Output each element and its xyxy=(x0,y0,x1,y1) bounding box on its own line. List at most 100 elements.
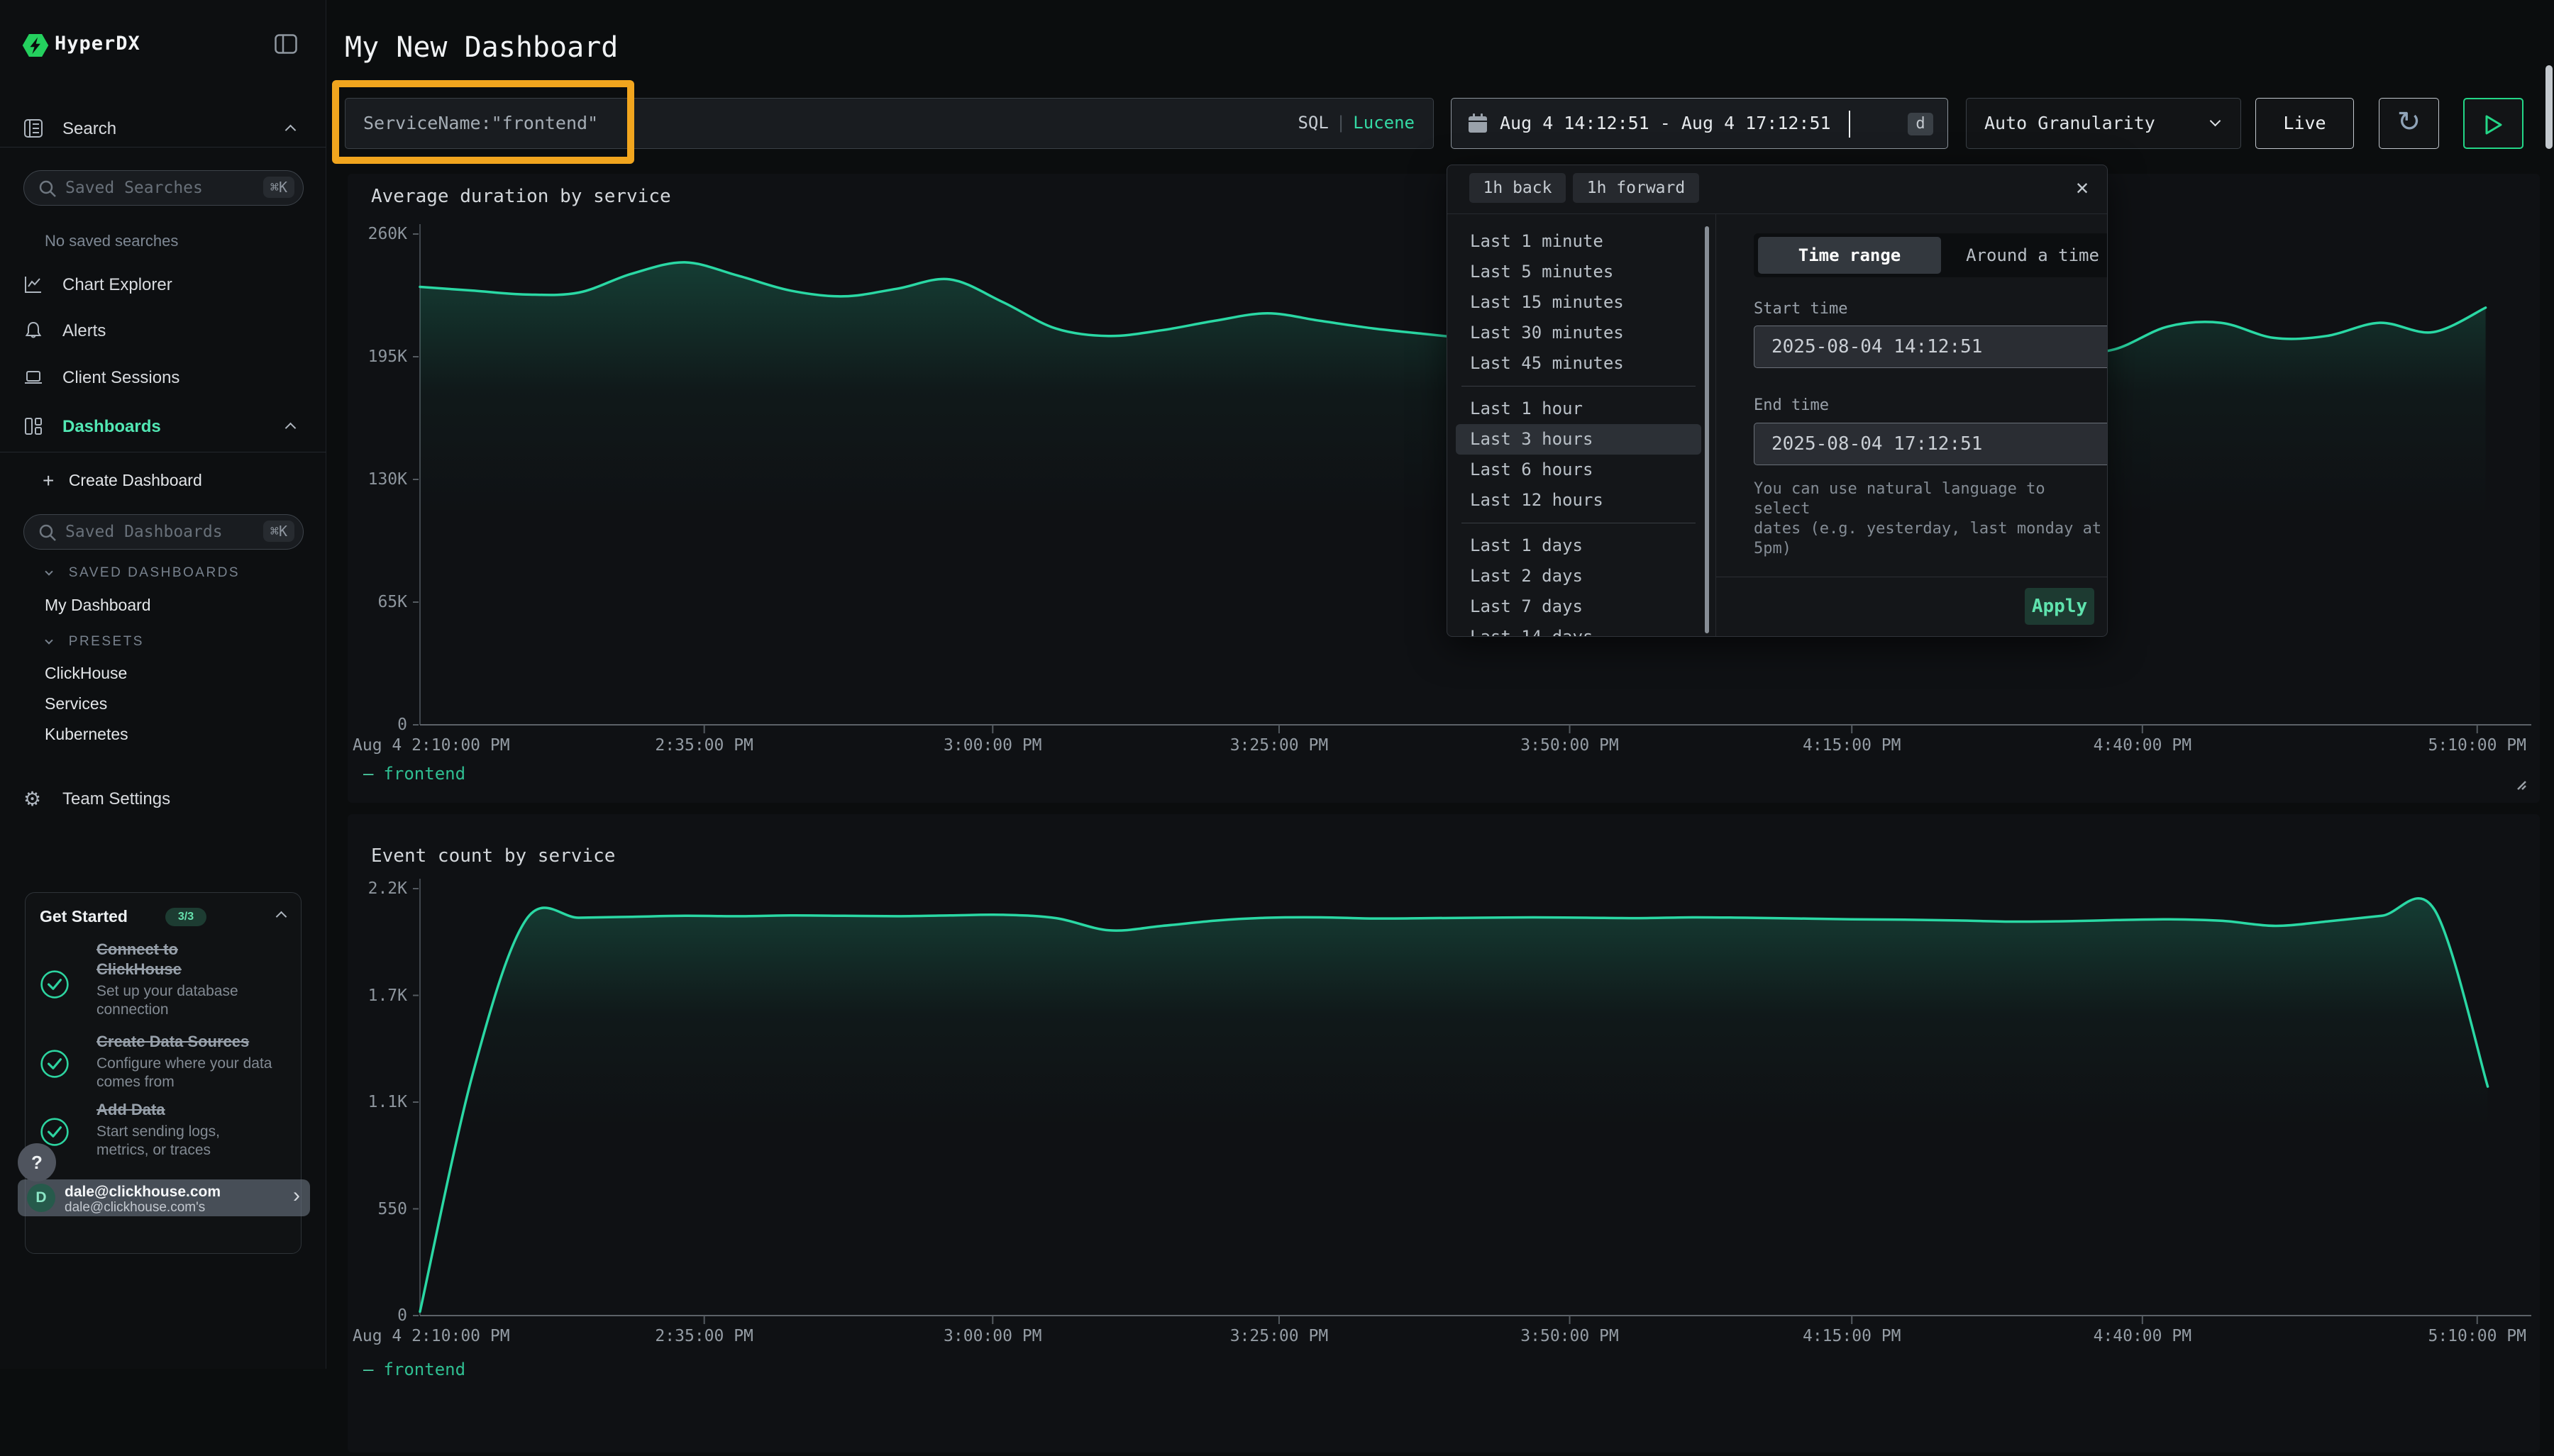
play-button[interactable] xyxy=(2463,98,2523,149)
quick-range-last-7-days[interactable]: Last 7 days xyxy=(1470,596,1583,616)
quick-range-last-2-days[interactable]: Last 2 days xyxy=(1470,566,1583,586)
quick-range-last-30-minutes[interactable]: Last 30 minutes xyxy=(1470,323,1624,343)
shortcut-badge: ⌘K xyxy=(262,177,294,198)
y-axis-tick-label: 65K xyxy=(377,593,407,611)
step-subtitle: Start sending logs, metrics, or traces xyxy=(96,1123,220,1158)
saved-dashboard-my-dashboard[interactable]: My Dashboard xyxy=(45,596,151,614)
chart-canvas xyxy=(413,879,2531,1324)
apply-button[interactable]: Apply xyxy=(2025,588,2094,625)
quick-range-last-3-hours[interactable]: Last 3 hours xyxy=(1456,424,1701,455)
filter-query-text: ServiceName:"frontend" xyxy=(363,113,599,133)
saved-dashboards-input[interactable]: Saved Dashboards ⌘K xyxy=(23,514,304,550)
chevron-up-icon[interactable] xyxy=(284,124,297,138)
sidebar-item-alerts[interactable]: Alerts xyxy=(0,316,326,347)
quick-range-last-5-minutes[interactable]: Last 5 minutes xyxy=(1470,262,1614,282)
play-icon xyxy=(2485,115,2502,135)
quick-range-last-45-minutes[interactable]: Last 45 minutes xyxy=(1470,353,1624,373)
shift-forward-button[interactable]: 1h forward xyxy=(1573,173,1699,203)
x-axis-tick-label: 2:35:00 PM xyxy=(655,736,753,755)
query-language-toggle[interactable]: SQL | Lucene xyxy=(1298,113,1415,133)
collapse-sidebar-icon[interactable] xyxy=(275,34,297,57)
preset-kubernetes[interactable]: Kubernetes xyxy=(45,725,128,743)
quick-range-last-12-hours[interactable]: Last 12 hours xyxy=(1470,490,1603,510)
x-axis-tick-label: 2:35:00 PM xyxy=(655,1327,753,1345)
presets-section-header[interactable]: PRESETS xyxy=(45,634,144,652)
series-line-frontend xyxy=(419,897,2489,1313)
app-root: HyperDX Search Saved Searches ⌘K No save… xyxy=(0,0,2553,1379)
time-range-input[interactable]: Aug 4 14:12:51 - Aug 4 17:12:51 d xyxy=(1451,98,1948,149)
sidebar-item-label: Dashboards xyxy=(62,417,161,436)
sidebar-item-label: Client Sessions xyxy=(62,368,180,387)
sidebar-item-label: Chart Explorer xyxy=(62,275,172,294)
y-axis-tick-label: 130K xyxy=(367,470,407,489)
sidebar-item-team-settings[interactable]: ⚙ Team Settings xyxy=(0,784,326,815)
bell-icon xyxy=(23,321,43,340)
chart-legend[interactable]: — frontend xyxy=(363,764,465,784)
quick-range-last-6-hours[interactable]: Last 6 hours xyxy=(1470,460,1593,479)
sidebar-item-label: Team Settings xyxy=(62,789,171,808)
list-scrollbar[interactable] xyxy=(1705,226,1709,633)
tab-time-range[interactable]: Time range xyxy=(1758,237,1941,274)
sidebar-item-label: Search xyxy=(62,119,117,138)
chart-panel-average-duration[interactable]: Average duration by service 0 65K 130K 195K… xyxy=(348,174,2540,803)
natural-language-hint: You can use natural language to select da… xyxy=(1754,479,2107,559)
end-time-field[interactable] xyxy=(1754,423,2107,465)
legend-label: frontend xyxy=(383,1360,466,1379)
preset-clickhouse[interactable]: ClickHouse xyxy=(45,664,128,682)
laptop-icon xyxy=(23,367,43,387)
quick-range-last-1-days[interactable]: Last 1 days xyxy=(1470,535,1583,555)
lucene-toggle[interactable]: Lucene xyxy=(1353,113,1415,133)
x-axis-tick-label: 3:25:00 PM xyxy=(1229,1327,1329,1345)
x-axis-tick-label: 3:50:00 PM xyxy=(1520,736,1619,755)
search-docs-icon xyxy=(23,118,43,138)
saved-dashboards-section-header[interactable]: SAVED DASHBOARDS xyxy=(45,565,241,584)
quick-range-last-14-days[interactable]: Last 14 days xyxy=(1470,627,1593,637)
live-button[interactable]: Live xyxy=(2255,98,2354,149)
tab-around-a-time[interactable]: Around a time xyxy=(1966,245,2099,265)
resize-handle[interactable] xyxy=(2514,778,2527,794)
preset-services[interactable]: Services xyxy=(45,694,108,713)
user-menu[interactable]: D dale@clickhouse.com dale@clickhouse.co… xyxy=(18,1179,310,1216)
line-chart: 0 65K 130K 195K 260K Aug 4 2:10:00 PM 2:35:00 … xyxy=(348,174,2540,803)
chevron-down-icon xyxy=(2209,115,2221,127)
chevron-down-icon xyxy=(45,636,53,645)
shift-back-button[interactable]: 1h back xyxy=(1469,173,1566,203)
x-axis-tick-label: 4:40:00 PM xyxy=(2093,1327,2192,1345)
close-icon[interactable]: ✕ xyxy=(2075,175,2089,200)
refresh-button[interactable]: ↻ xyxy=(2379,98,2439,149)
quick-range-last-1-hour[interactable]: Last 1 hour xyxy=(1470,399,1583,418)
saved-searches-input[interactable]: Saved Searches ⌘K xyxy=(23,170,304,206)
quick-range-last-15-minutes[interactable]: Last 15 minutes xyxy=(1470,292,1624,312)
y-axis-tick-label: 0 xyxy=(397,1306,407,1325)
start-time-field[interactable] xyxy=(1754,326,2107,368)
sidebar-item-client-sessions[interactable]: Client Sessions xyxy=(0,362,326,394)
step-subtitle: Set up your database connection xyxy=(96,983,238,1018)
end-time-label: End time xyxy=(1754,396,1829,414)
help-button[interactable]: ? xyxy=(18,1143,56,1182)
section-header-label: SAVED DASHBOARDS xyxy=(68,565,241,580)
chart-legend[interactable]: — frontend xyxy=(363,1360,465,1379)
legend-line-swatch: — xyxy=(363,1360,374,1379)
granularity-select[interactable]: Auto Granularity xyxy=(1966,98,2241,149)
chart-panel-event-count[interactable]: Event count by service 0 550 1.1K 1.7K 2.2K A… xyxy=(348,814,2540,1452)
step-title: Connect to ClickHouse xyxy=(96,940,182,978)
dashboard-filter-input[interactable]: ServiceName:"frontend" SQL | Lucene xyxy=(345,98,1434,149)
sidebar-item-chart-explorer[interactable]: Chart Explorer xyxy=(0,269,326,301)
page-scrollbar-thumb[interactable] xyxy=(2545,65,2553,149)
brand-logo[interactable]: HyperDX xyxy=(22,31,307,60)
quick-range-last-1-minute[interactable]: Last 1 minute xyxy=(1470,231,1603,251)
chart-explorer-icon xyxy=(23,274,43,294)
sidebar-item-dashboards[interactable]: Dashboards xyxy=(0,411,326,443)
quick-range-divider xyxy=(1461,386,1696,387)
chevron-up-icon[interactable] xyxy=(284,422,297,435)
start-time-label: Start time xyxy=(1754,300,1848,318)
x-axis-tick-label: 3:00:00 PM xyxy=(944,1327,1042,1345)
create-dashboard-button[interactable]: + Create Dashboard xyxy=(43,469,202,494)
refresh-icon: ↻ xyxy=(2397,106,2421,138)
avatar: D xyxy=(27,1184,55,1212)
sidebar-item-search[interactable]: Search xyxy=(0,113,326,145)
time-picker-tabs: Time range Around a time xyxy=(1754,233,2107,277)
chevron-up-icon[interactable] xyxy=(275,911,287,924)
sql-toggle[interactable]: SQL xyxy=(1298,113,1329,133)
x-axis-tick-label: Aug 4 2:10:00 PM xyxy=(353,1327,510,1345)
